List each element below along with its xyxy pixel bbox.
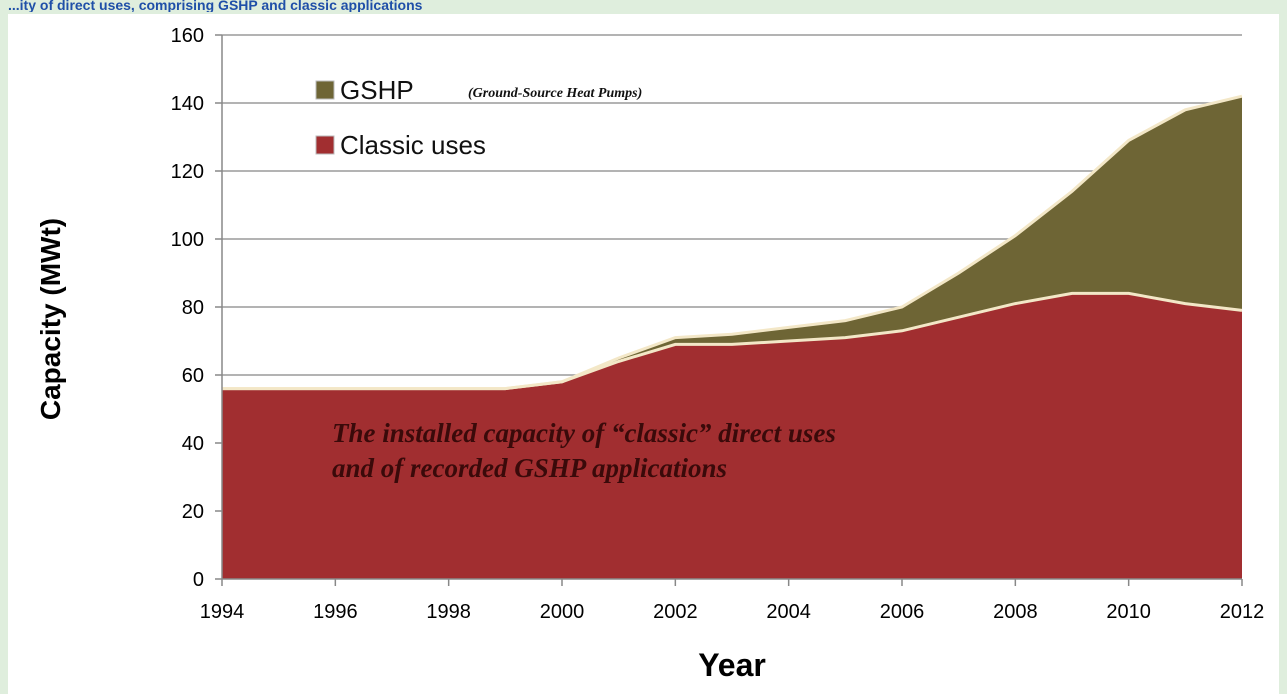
legend-note-gshp: (Ground-Source Heat Pumps)	[468, 86, 642, 101]
y-tick-label-160: 160	[171, 25, 204, 47]
line-classic-top	[222, 291, 1243, 391]
area-chart: 1994 1996 1998 2000 2002 2004 2006 2008 2010 2012…	[35, 25, 1265, 683]
legend-swatch-gshp	[315, 80, 335, 100]
x-tick-label-2006: 2006	[880, 601, 925, 623]
stacked-areas	[222, 94, 1243, 579]
y-tick-label-40: 40	[182, 433, 204, 455]
x-tick-label-1994: 1994	[200, 601, 245, 623]
x-tick-label-2000: 2000	[540, 601, 585, 623]
legend: GSHP (Ground-Source Heat Pumps) Classic …	[315, 75, 642, 160]
y-tick-label-80: 80	[182, 297, 204, 319]
y-tick-label-100: 100	[171, 229, 204, 251]
x-tick-label-2012: 2012	[1220, 601, 1265, 623]
area-classic-uses	[222, 293, 1242, 579]
x-tick-label-2004: 2004	[766, 601, 811, 623]
legend-label-gshp: GSHP	[340, 75, 414, 105]
y-tick-label-120: 120	[171, 161, 204, 183]
x-tick-labels: 1994 1996 1998 2000 2002 2004 2006 2008 2010 2012	[200, 601, 1265, 623]
x-tick-label-2010: 2010	[1106, 601, 1151, 623]
x-tick-label-2008: 2008	[993, 601, 1038, 623]
area-gshp	[222, 96, 1242, 389]
axes	[215, 34, 1243, 586]
chart-frame: ...ity of direct uses, comprising GSHP a…	[8, 0, 1279, 694]
annotation-line-1: The installed capacity of “classic” dire…	[332, 418, 836, 448]
legend-label-classic-uses: Classic uses	[340, 130, 486, 160]
x-tick-label-1996: 1996	[313, 601, 358, 623]
annotation-line-2: and of recorded GSHP applications	[332, 453, 727, 483]
y-tick-label-0: 0	[193, 569, 204, 591]
x-tick-label-1998: 1998	[426, 601, 471, 623]
x-axis-title: Year	[698, 647, 766, 683]
y-tick-labels: 0 20 40 60 80 100 120 140 160	[171, 25, 204, 591]
y-tick-label-140: 140	[171, 93, 204, 115]
y-axis-title: Capacity (MWt)	[35, 218, 66, 420]
legend-swatch-classic-uses	[315, 135, 335, 155]
top-caption: ...ity of direct uses, comprising GSHP a…	[8, 0, 423, 12]
x-tick-label-2002: 2002	[653, 601, 698, 623]
y-tick-label-60: 60	[182, 365, 204, 387]
y-tick-label-20: 20	[182, 501, 204, 523]
